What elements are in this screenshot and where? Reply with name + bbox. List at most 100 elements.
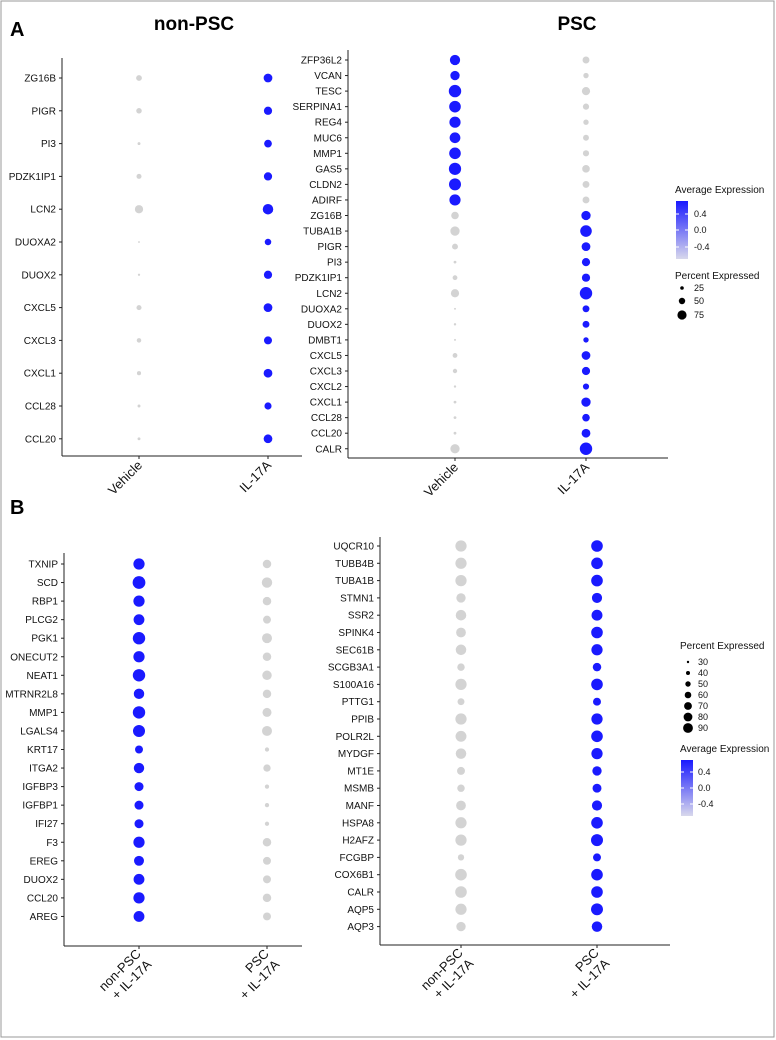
dot-lcn2-b xyxy=(262,203,274,215)
dot-duox2-a xyxy=(133,873,145,885)
dot-vcan-b xyxy=(583,72,589,79)
dot-tesc-b xyxy=(581,87,591,96)
x-category-label: Vehicle xyxy=(421,460,461,500)
dot-reg4-a xyxy=(449,116,461,128)
dot-mydgf-a xyxy=(455,748,467,759)
gene-label: SERPINA1 xyxy=(293,102,343,113)
dotplot-b-right: UQCR10 TUBB4B TUBA1B STMN1 SSR2 SPINK4 SEC61B S… xyxy=(328,537,670,1004)
dot-scgb3a1-b xyxy=(592,662,602,672)
gene-label: STMN1 xyxy=(340,593,374,604)
gene-label: IGFBP1 xyxy=(22,801,58,812)
dot-sec61b-a xyxy=(455,644,467,656)
dot-cxcl3-a xyxy=(136,338,142,343)
dot-plcg2-a xyxy=(133,614,145,626)
dot-duox2-a xyxy=(137,273,141,276)
dot-pigr-b xyxy=(581,242,591,251)
gene-label: REG4 xyxy=(315,118,343,129)
dot-cldn2-a xyxy=(449,178,461,191)
dot-manf-b xyxy=(591,800,603,811)
gene-label: PLCG2 xyxy=(25,615,58,626)
dot-ereg-b xyxy=(263,856,271,865)
dot-gas5-b xyxy=(582,165,590,173)
dot-hspa8-a xyxy=(455,817,467,829)
dot-cxcl5-a xyxy=(136,305,142,311)
gene-label: ZG16B xyxy=(310,211,342,222)
dot-igfbp3-b xyxy=(264,784,270,789)
dot-mt1e-a xyxy=(457,766,465,775)
gene-label: CCL20 xyxy=(311,429,343,440)
dot-tubb4b-a xyxy=(455,557,467,569)
gene-label: CCL20 xyxy=(27,893,59,904)
dot-duox2-b xyxy=(263,270,273,279)
gene-label: CCL20 xyxy=(25,434,57,445)
gene-label: KRT17 xyxy=(27,745,58,756)
dot-cxcl3-b xyxy=(263,336,273,345)
gene-label: NEAT1 xyxy=(27,671,59,682)
gene-label: SPINK4 xyxy=(338,628,374,639)
legend-b-size-title: Percent Expressed xyxy=(680,641,765,652)
gene-label: S100A16 xyxy=(333,680,375,691)
dot-cxcl1-b xyxy=(263,368,273,378)
gene-label: PDZK1IP1 xyxy=(295,273,343,284)
legend-b-color-title: Average Expression xyxy=(680,744,769,755)
gene-label: UQCR10 xyxy=(333,542,374,553)
gene-label: DMBT1 xyxy=(308,335,342,346)
dot-pttg1-a xyxy=(457,698,465,706)
dot-aqp3-a xyxy=(456,921,466,932)
legend-a-size-dot xyxy=(678,297,686,305)
dot-ppib-a xyxy=(455,713,467,725)
dot-pi3-a xyxy=(137,142,141,146)
gene-label: ZFP36L2 xyxy=(301,56,343,67)
gene-label: MMP1 xyxy=(29,708,58,719)
gene-label: PIGR xyxy=(318,242,342,253)
dot-onecut2-b xyxy=(262,652,272,661)
dot-tuba1b-a xyxy=(450,226,460,236)
gene-label: PTTG1 xyxy=(342,697,375,708)
dot-s100a16-b xyxy=(591,678,603,691)
dotplot-b-left: TXNIP SCD RBP1 PLCG2 PGK1 ONECUT2 NEAT1 MTRNR2L… xyxy=(5,553,302,1002)
gene-label: ITGA2 xyxy=(29,764,58,775)
dot-mmp1-b xyxy=(582,150,590,157)
dot-plcg2-b xyxy=(263,615,271,624)
dotplot-a-nonpsc: ZG16B PIGR PI3 PDZK1IP1 LCN2 DUOXA2 DUOX2 CXCL5… xyxy=(9,58,302,498)
legend-a-size-dot xyxy=(677,310,687,320)
gene-label: VCAN xyxy=(314,71,342,82)
panel-a-right-title: PSC xyxy=(557,14,596,35)
gene-label: AREG xyxy=(30,912,59,923)
dot-aqp3-b xyxy=(591,921,603,932)
gene-label: CXCL5 xyxy=(24,303,57,314)
dot-zfp36l2-b xyxy=(582,56,590,64)
legend-b-size-tick: 40 xyxy=(698,668,708,678)
dot-cxcl2-b xyxy=(582,383,590,390)
dot-tuba1b-b xyxy=(591,574,603,587)
legend-b-colorbar xyxy=(681,760,693,816)
gene-label: PI3 xyxy=(41,139,56,150)
dot-ifi27-b xyxy=(264,821,270,826)
dot-txnip-a xyxy=(133,558,145,570)
dot-aqp5-b xyxy=(591,903,603,916)
dot-mtrnr2l8-a xyxy=(133,688,145,700)
gene-label: CXCL3 xyxy=(24,336,57,347)
gene-label: RBP1 xyxy=(32,597,59,608)
dot-tesc-a xyxy=(448,84,462,98)
gene-label: SCGB3A1 xyxy=(328,663,375,674)
dot-pttg1-b xyxy=(593,697,601,706)
gene-label: MUC6 xyxy=(314,133,343,144)
dot-duoxa2-b xyxy=(264,238,272,246)
gene-label: TUBB4B xyxy=(335,559,374,570)
gene-label: MANF xyxy=(346,801,374,812)
legend-a-colorbar xyxy=(676,201,688,259)
dot-tuba1b-a xyxy=(455,574,467,587)
dot-msmb-b xyxy=(592,783,602,793)
legend-b-size-tick: 70 xyxy=(698,701,708,711)
gene-label: CXCL5 xyxy=(310,351,343,362)
x-category-label: non-PSC+ IL-17A xyxy=(418,945,477,1004)
dot-tubb4b-b xyxy=(591,557,603,570)
legend-panel-a: Average Expression 0.4 0.0 -0.4 Percent … xyxy=(675,185,764,320)
dot-pdzk1ip1-a xyxy=(452,275,458,281)
gene-label: SEC61B xyxy=(336,645,375,656)
dot-cxcl3-b xyxy=(581,366,591,376)
dot-ccl28-a xyxy=(137,404,141,408)
